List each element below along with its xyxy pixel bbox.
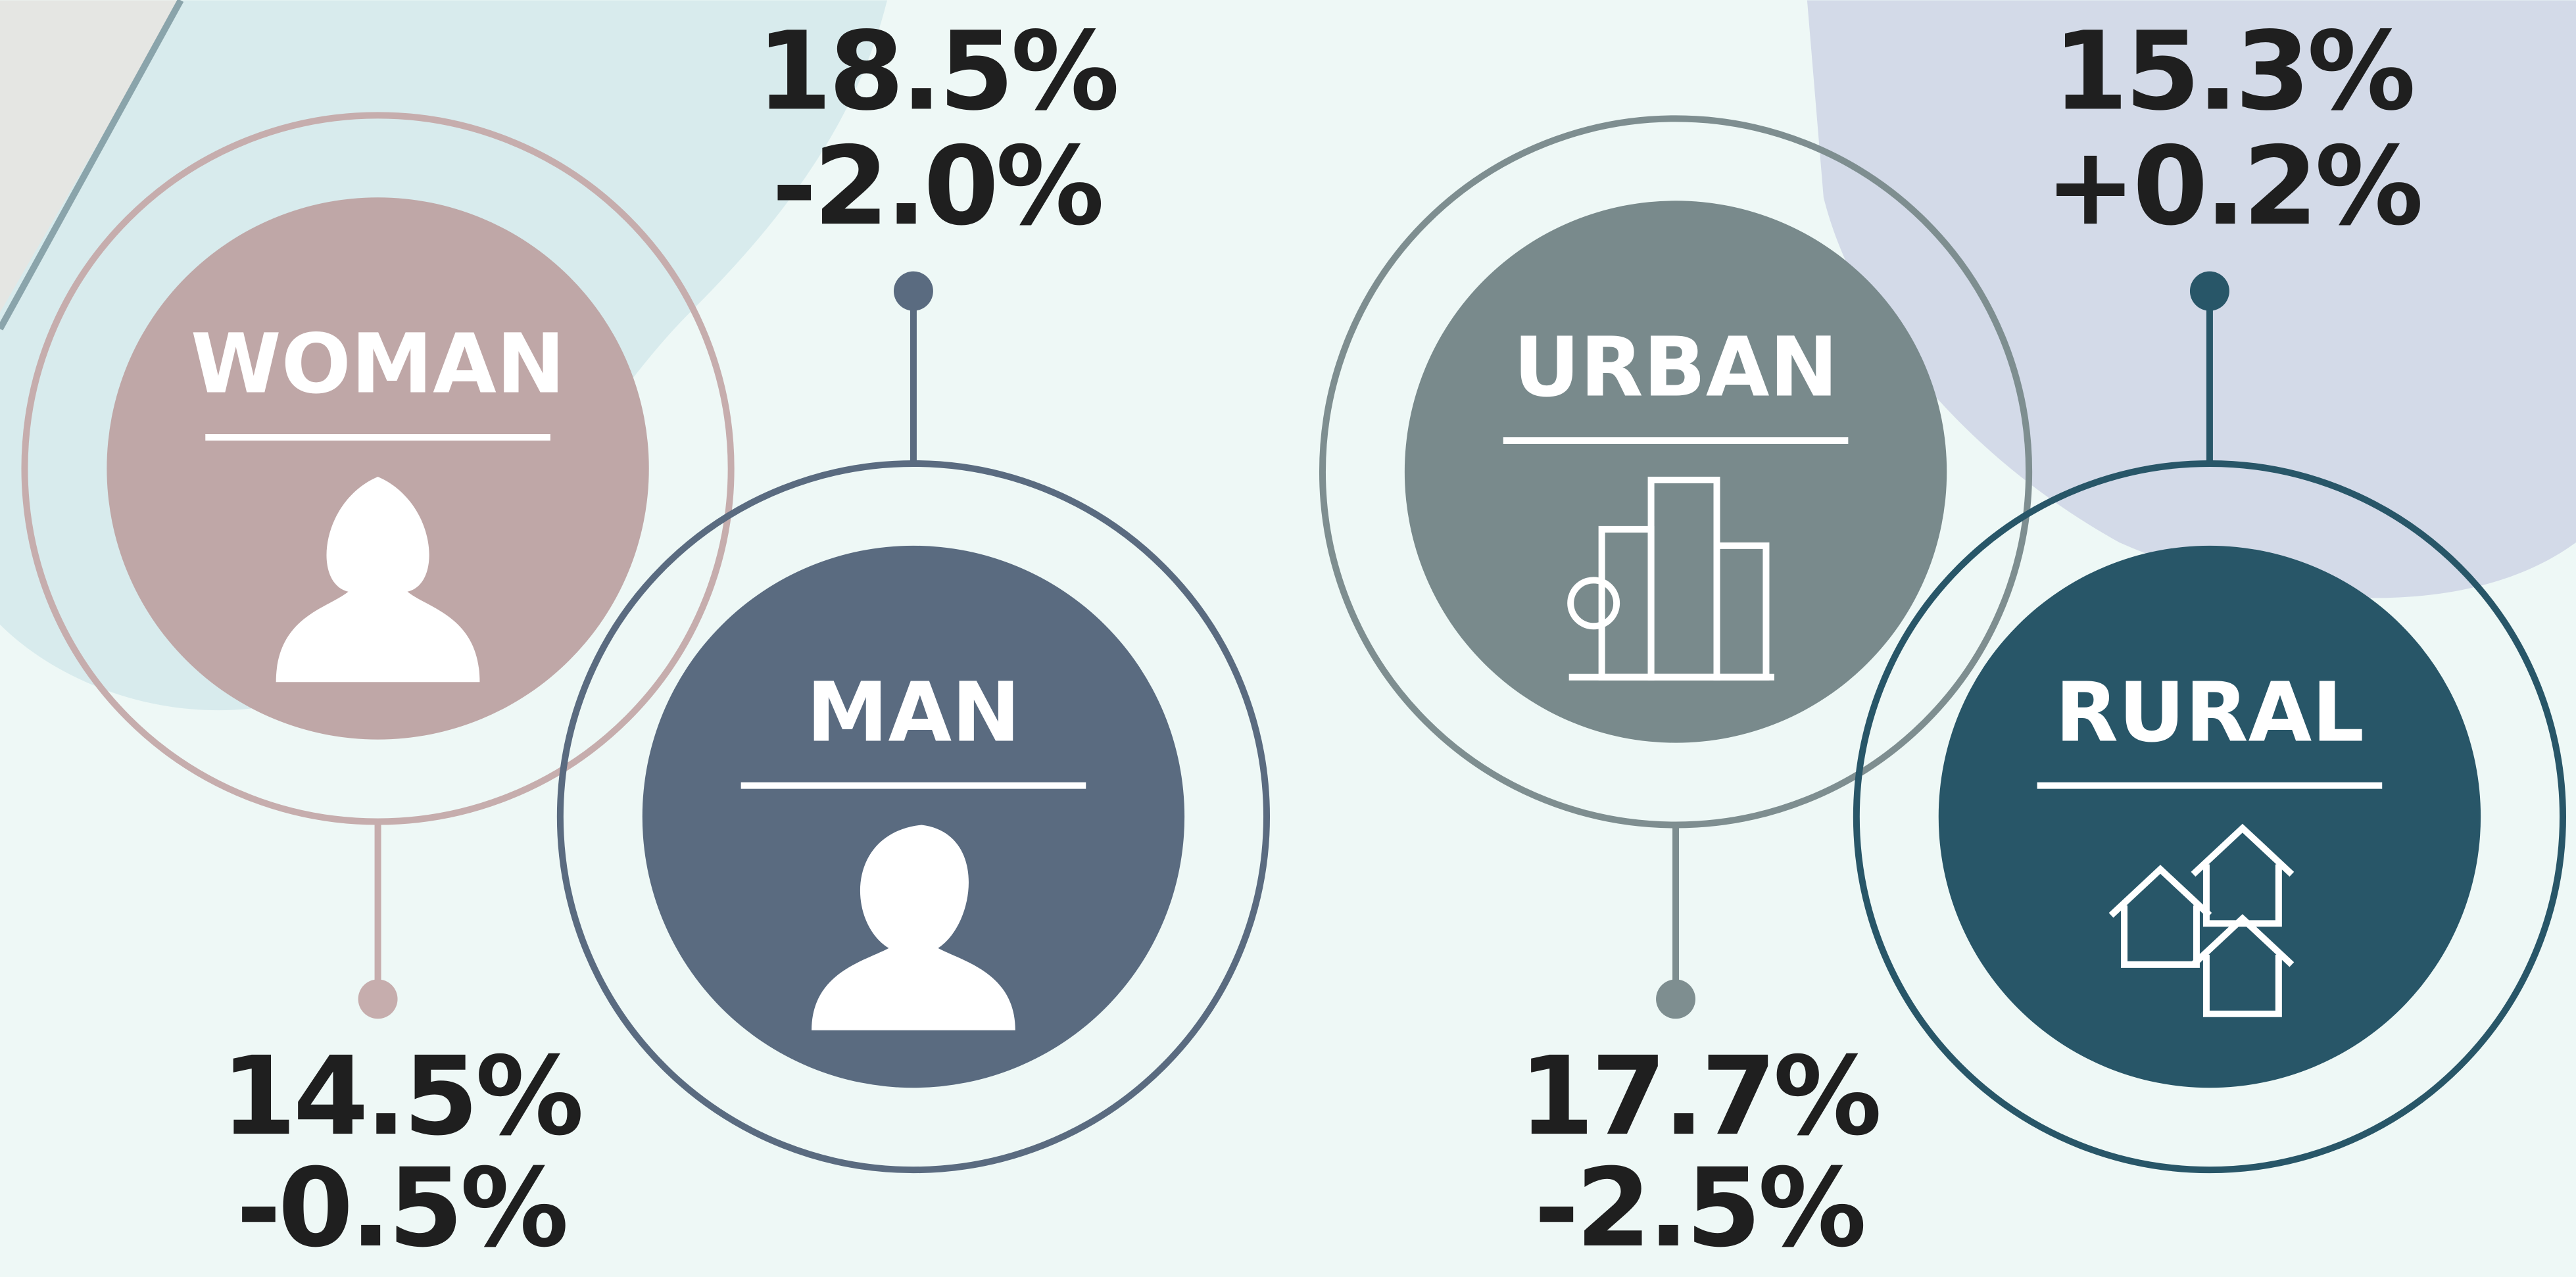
inner-circle [107,197,649,740]
icon [2108,865,2212,968]
change: -0.5% [236,1145,566,1271]
group-3: RURAL 15.3%+0.2% [1853,8,2567,1174]
group-1: MAN 18.5%-2.0% [556,8,1271,1174]
group-2: URBAN 17.7%-2.5% [1319,115,2033,1271]
change: +0.2% [2045,123,2420,249]
outer-ring [1319,115,2033,829]
category-label: WOMAN [191,317,565,412]
watercolor-blob [1807,0,2576,598]
category-label: URBAN [1513,320,1838,416]
icon [812,825,1015,1030]
value: 17.7% [1519,1033,1879,1159]
corner-line [0,0,184,331]
inner-circle [642,545,1185,1088]
connector-dot [2189,271,2229,311]
connector-dot [893,271,933,311]
connector-dot [358,979,398,1019]
icon [276,476,480,683]
icon [2191,914,2295,1017]
inner-circle [1938,545,2481,1088]
connector-dot [1656,979,1696,1019]
outer-ring [1853,460,2567,1174]
category-label: RURAL [2055,665,2364,760]
value: 15.3% [2053,8,2412,134]
inner-circle [1404,201,1947,743]
group-0: WOMAN 14.5%-0.5% [21,112,735,1271]
icon [2191,823,2295,927]
value: 18.5% [756,8,1116,134]
category-label: MAN [806,665,1020,760]
icon [1567,577,1620,630]
outer-ring [21,112,735,825]
value: 14.5% [221,1033,581,1159]
change: -2.5% [1534,1145,1864,1271]
outer-ring [556,460,1271,1174]
change: -2.0% [772,123,1102,249]
